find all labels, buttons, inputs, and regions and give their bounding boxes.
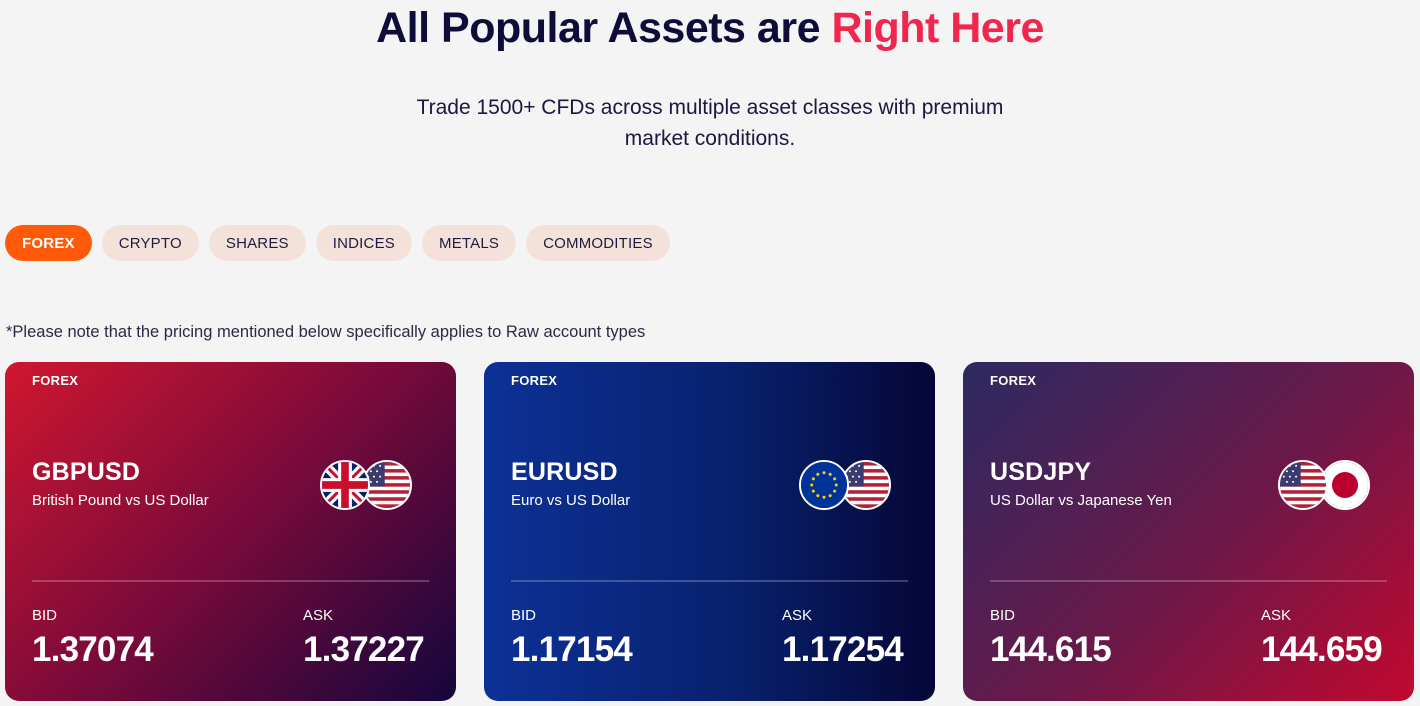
bid-label: BID — [990, 607, 1016, 624]
page-title: All Popular Assets are Right Here — [0, 4, 1420, 53]
ask-label: ASK — [1261, 607, 1292, 624]
card-symbol: GBPUSD — [32, 458, 141, 486]
tab-commodities[interactable]: COMMODITIES — [526, 225, 670, 261]
currency-flags — [320, 460, 412, 510]
card-symbol: USDJPY — [990, 458, 1092, 486]
pricing-note: *Please note that the pricing mentioned … — [6, 323, 646, 341]
tab-metals[interactable]: METALS — [422, 225, 517, 261]
tab-indices[interactable]: INDICES — [315, 225, 412, 261]
currency-flags — [1278, 460, 1370, 510]
card-divider — [511, 580, 908, 582]
tab-shares[interactable]: SHARES — [208, 225, 306, 261]
card-divider — [990, 580, 1387, 582]
card-name: US Dollar vs Japanese Yen — [990, 492, 1172, 509]
tab-forex[interactable]: FOREX — [5, 225, 92, 261]
card-symbol: EURUSD — [511, 458, 618, 486]
bid-price: 144.615 — [990, 630, 1112, 669]
eu-flag-icon — [799, 460, 849, 510]
title-accent: Right Here — [831, 4, 1044, 52]
us-flag-icon — [362, 460, 412, 510]
ask-label: ASK — [782, 607, 813, 624]
card-divider — [32, 580, 429, 582]
bid-price: 1.17154 — [511, 630, 633, 669]
bid-label: BID — [32, 607, 58, 624]
card-name: Euro vs US Dollar — [511, 492, 631, 509]
ask-price: 1.17254 — [782, 630, 904, 669]
uk-flag-icon — [320, 460, 370, 510]
asset-card-eurusd[interactable]: FOREX EURUSD Euro vs US Dollar — [484, 362, 935, 701]
page-subtitle: Trade 1500+ CFDs across multiple asset c… — [416, 96, 1004, 150]
tab-crypto[interactable]: CRYPTO — [101, 225, 199, 261]
bid-label: BID — [511, 607, 537, 624]
asset-class-tabs: FOREX CRYPTO SHARES INDICES METALS COMMO… — [5, 225, 670, 261]
asset-card-gbpusd[interactable]: FOREX GBPUSD British Pound vs US Dollar — [5, 362, 456, 701]
currency-flags — [799, 460, 891, 510]
title-main: All Popular Assets are — [376, 4, 832, 52]
us-flag-icon — [1278, 460, 1328, 510]
us-flag-icon — [841, 460, 891, 510]
card-category: FOREX — [32, 373, 79, 388]
ask-price: 1.37227 — [303, 630, 425, 669]
ask-price: 144.659 — [1261, 630, 1383, 669]
card-name: British Pound vs US Dollar — [32, 492, 209, 509]
ask-label: ASK — [303, 607, 334, 624]
asset-card-usdjpy[interactable]: FOREX USDJPY US Dollar vs Japanese Yen — [963, 362, 1414, 701]
card-category: FOREX — [990, 373, 1037, 388]
card-category: FOREX — [511, 373, 558, 388]
bid-price: 1.37074 — [32, 630, 154, 669]
